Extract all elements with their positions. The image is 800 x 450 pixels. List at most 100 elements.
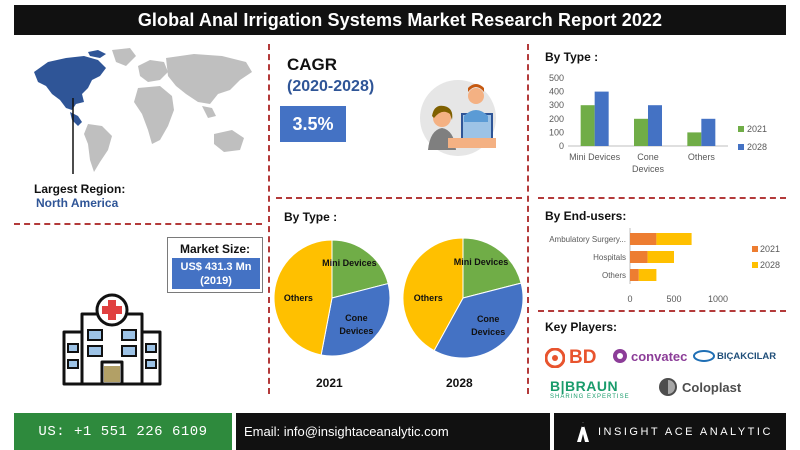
- y-tick-label: 100: [549, 127, 564, 137]
- coloplast-logo-icon: [659, 378, 677, 396]
- bd-logo-text: BD: [569, 347, 597, 368]
- players-section-title: Key Players:: [545, 320, 618, 334]
- pie-label-others: Others: [414, 293, 443, 303]
- pie-year-2028: 2028: [446, 376, 473, 390]
- y-tick-label: 0: [559, 141, 564, 151]
- bar-2021: [630, 233, 657, 245]
- x-tick-label: Devices: [632, 164, 665, 174]
- pie-slice-cone-devices: [433, 282, 524, 359]
- player-bbraun-logo: B|BRAUN SHARING EXPERTISE: [550, 378, 630, 400]
- doctor-icon: [420, 80, 496, 156]
- bar-chart-by-end-users: Ambulatory Surgery... Hospitals Others 0 500…: [549, 228, 780, 304]
- cagr-value: 3.5%: [280, 106, 346, 142]
- enduser-section-title: By End-users:: [545, 209, 627, 223]
- bicakcilar-logo-text: BIÇAKCILAR: [717, 350, 777, 362]
- world-map-icon: [34, 48, 252, 174]
- pie-label-cone-devices: Devices: [471, 327, 505, 337]
- insight-ace-logo-icon: [577, 422, 589, 442]
- y-tick-label: Ambulatory Surgery...: [549, 235, 626, 244]
- divider-right-h2: [538, 310, 786, 312]
- x-tick-label: 500: [666, 294, 681, 304]
- bar-2028: [648, 105, 662, 146]
- player-bd-logo: BD: [545, 347, 596, 369]
- x-tick-label: Mini Devices: [569, 152, 621, 162]
- legend-swatch-2021: [738, 126, 744, 132]
- legend-swatch-2028: [752, 262, 758, 268]
- coloplast-logo-text: Coloplast: [682, 379, 742, 395]
- legend-label-2028: 2028: [760, 260, 780, 270]
- footer-email[interactable]: Email: info@insightaceanalytic.com: [236, 413, 550, 450]
- hospital-icon: [62, 293, 162, 386]
- divider-right: [527, 44, 529, 394]
- footer-phone[interactable]: US: +1 551 226 6109: [14, 413, 232, 450]
- x-tick-label: 0: [627, 294, 632, 304]
- legend-swatch-2021: [752, 246, 758, 252]
- pie-label-cone-devices: Cone: [477, 314, 500, 324]
- pie-label-mini-devices: Mini Devices: [454, 257, 509, 267]
- divider-left: [268, 44, 270, 394]
- market-size-value: US$ 431.3 Mn (2019): [172, 258, 260, 289]
- bbraun-tagline: SHARING EXPERTISE: [550, 394, 630, 400]
- bar-2021: [687, 132, 702, 146]
- bbraun-logo-text: B|BRAUN: [550, 378, 619, 394]
- pie-slice-others: [273, 239, 333, 356]
- market-size-amount: US$ 431.3 Mn: [180, 261, 252, 273]
- report-title: Global Anal Irrigation Systems Market Re…: [14, 5, 786, 35]
- cagr-period: (2020-2028): [287, 78, 375, 95]
- bar-2021: [630, 269, 639, 281]
- market-size-box: [167, 237, 263, 293]
- divider-left-h: [14, 223, 262, 225]
- bicakcilar-logo-icon: [693, 350, 715, 362]
- player-bicakcilar-logo: BIÇAKCILAR: [693, 350, 776, 362]
- pie-year-2021: 2021: [316, 376, 343, 390]
- pie-label-mini-devices: Mini Devices: [322, 258, 377, 268]
- bar-2028: [647, 251, 674, 263]
- pie-slice-mini-devices: [462, 238, 522, 299]
- convatec-logo-icon: [613, 349, 627, 363]
- bar-2028: [656, 233, 692, 245]
- legend-label-2021: 2021: [747, 124, 767, 134]
- pie-chart-2028: Mini Devices Cone Devices Others: [402, 238, 524, 359]
- pie-section-title: By Type :: [284, 210, 338, 224]
- y-tick-label: 400: [549, 87, 564, 97]
- divider-right-h1: [538, 197, 786, 199]
- pie-slice-cone-devices: [320, 282, 391, 357]
- pie-label-others: Others: [284, 293, 313, 303]
- player-convatec-logo: convatec: [612, 348, 687, 364]
- x-tick-label: 1000: [708, 294, 728, 304]
- y-tick-label: Hospitals: [593, 253, 626, 262]
- y-tick-label: 500: [549, 73, 564, 83]
- market-size-label: Market Size:: [180, 242, 251, 256]
- pie-label-cone-devices: Devices: [339, 326, 373, 336]
- pie-slice-mini-devices: [331, 239, 389, 299]
- y-tick-label: Others: [602, 271, 626, 280]
- bar-2021: [634, 118, 648, 146]
- bar-2028: [594, 91, 609, 146]
- divider-mid-h: [276, 197, 522, 199]
- pie-chart-2021: Mini Devices Cone Devices Others: [273, 239, 391, 357]
- convatec-logo-text: convatec: [631, 348, 688, 364]
- bd-logo-icon: [545, 348, 565, 368]
- bar-2021: [630, 251, 648, 263]
- y-tick-label: 200: [549, 114, 564, 124]
- legend-label-2028: 2028: [747, 142, 767, 152]
- x-tick-label: Cone: [637, 152, 659, 162]
- footer-brand: INSIGHT ACE ANALYTIC: [554, 413, 786, 450]
- market-size-year: (2019): [200, 275, 232, 287]
- legend-label-2021: 2021: [760, 244, 780, 254]
- bar-section-title: By Type :: [545, 50, 599, 64]
- legend-swatch-2028: [738, 144, 744, 150]
- y-tick-label: 300: [549, 100, 564, 110]
- largest-region-value: North America: [36, 196, 119, 210]
- pie-label-cone-devices: Cone: [345, 313, 368, 323]
- pie-slice-others: [402, 238, 464, 352]
- bar-chart-by-type: 0 100 200 300 400 500 Mini Devices Cone Devices O…: [549, 73, 767, 174]
- footer-brand-text: INSIGHT ACE ANALYTIC: [598, 425, 773, 438]
- cagr-title: CAGR: [287, 55, 338, 74]
- largest-region-label: Largest Region:: [34, 182, 126, 196]
- bar-2028: [638, 269, 657, 281]
- bar-2021: [580, 105, 595, 146]
- x-tick-label: Others: [688, 152, 716, 162]
- player-coloplast-logo: Coloplast: [658, 377, 741, 397]
- bar-2028: [701, 118, 716, 146]
